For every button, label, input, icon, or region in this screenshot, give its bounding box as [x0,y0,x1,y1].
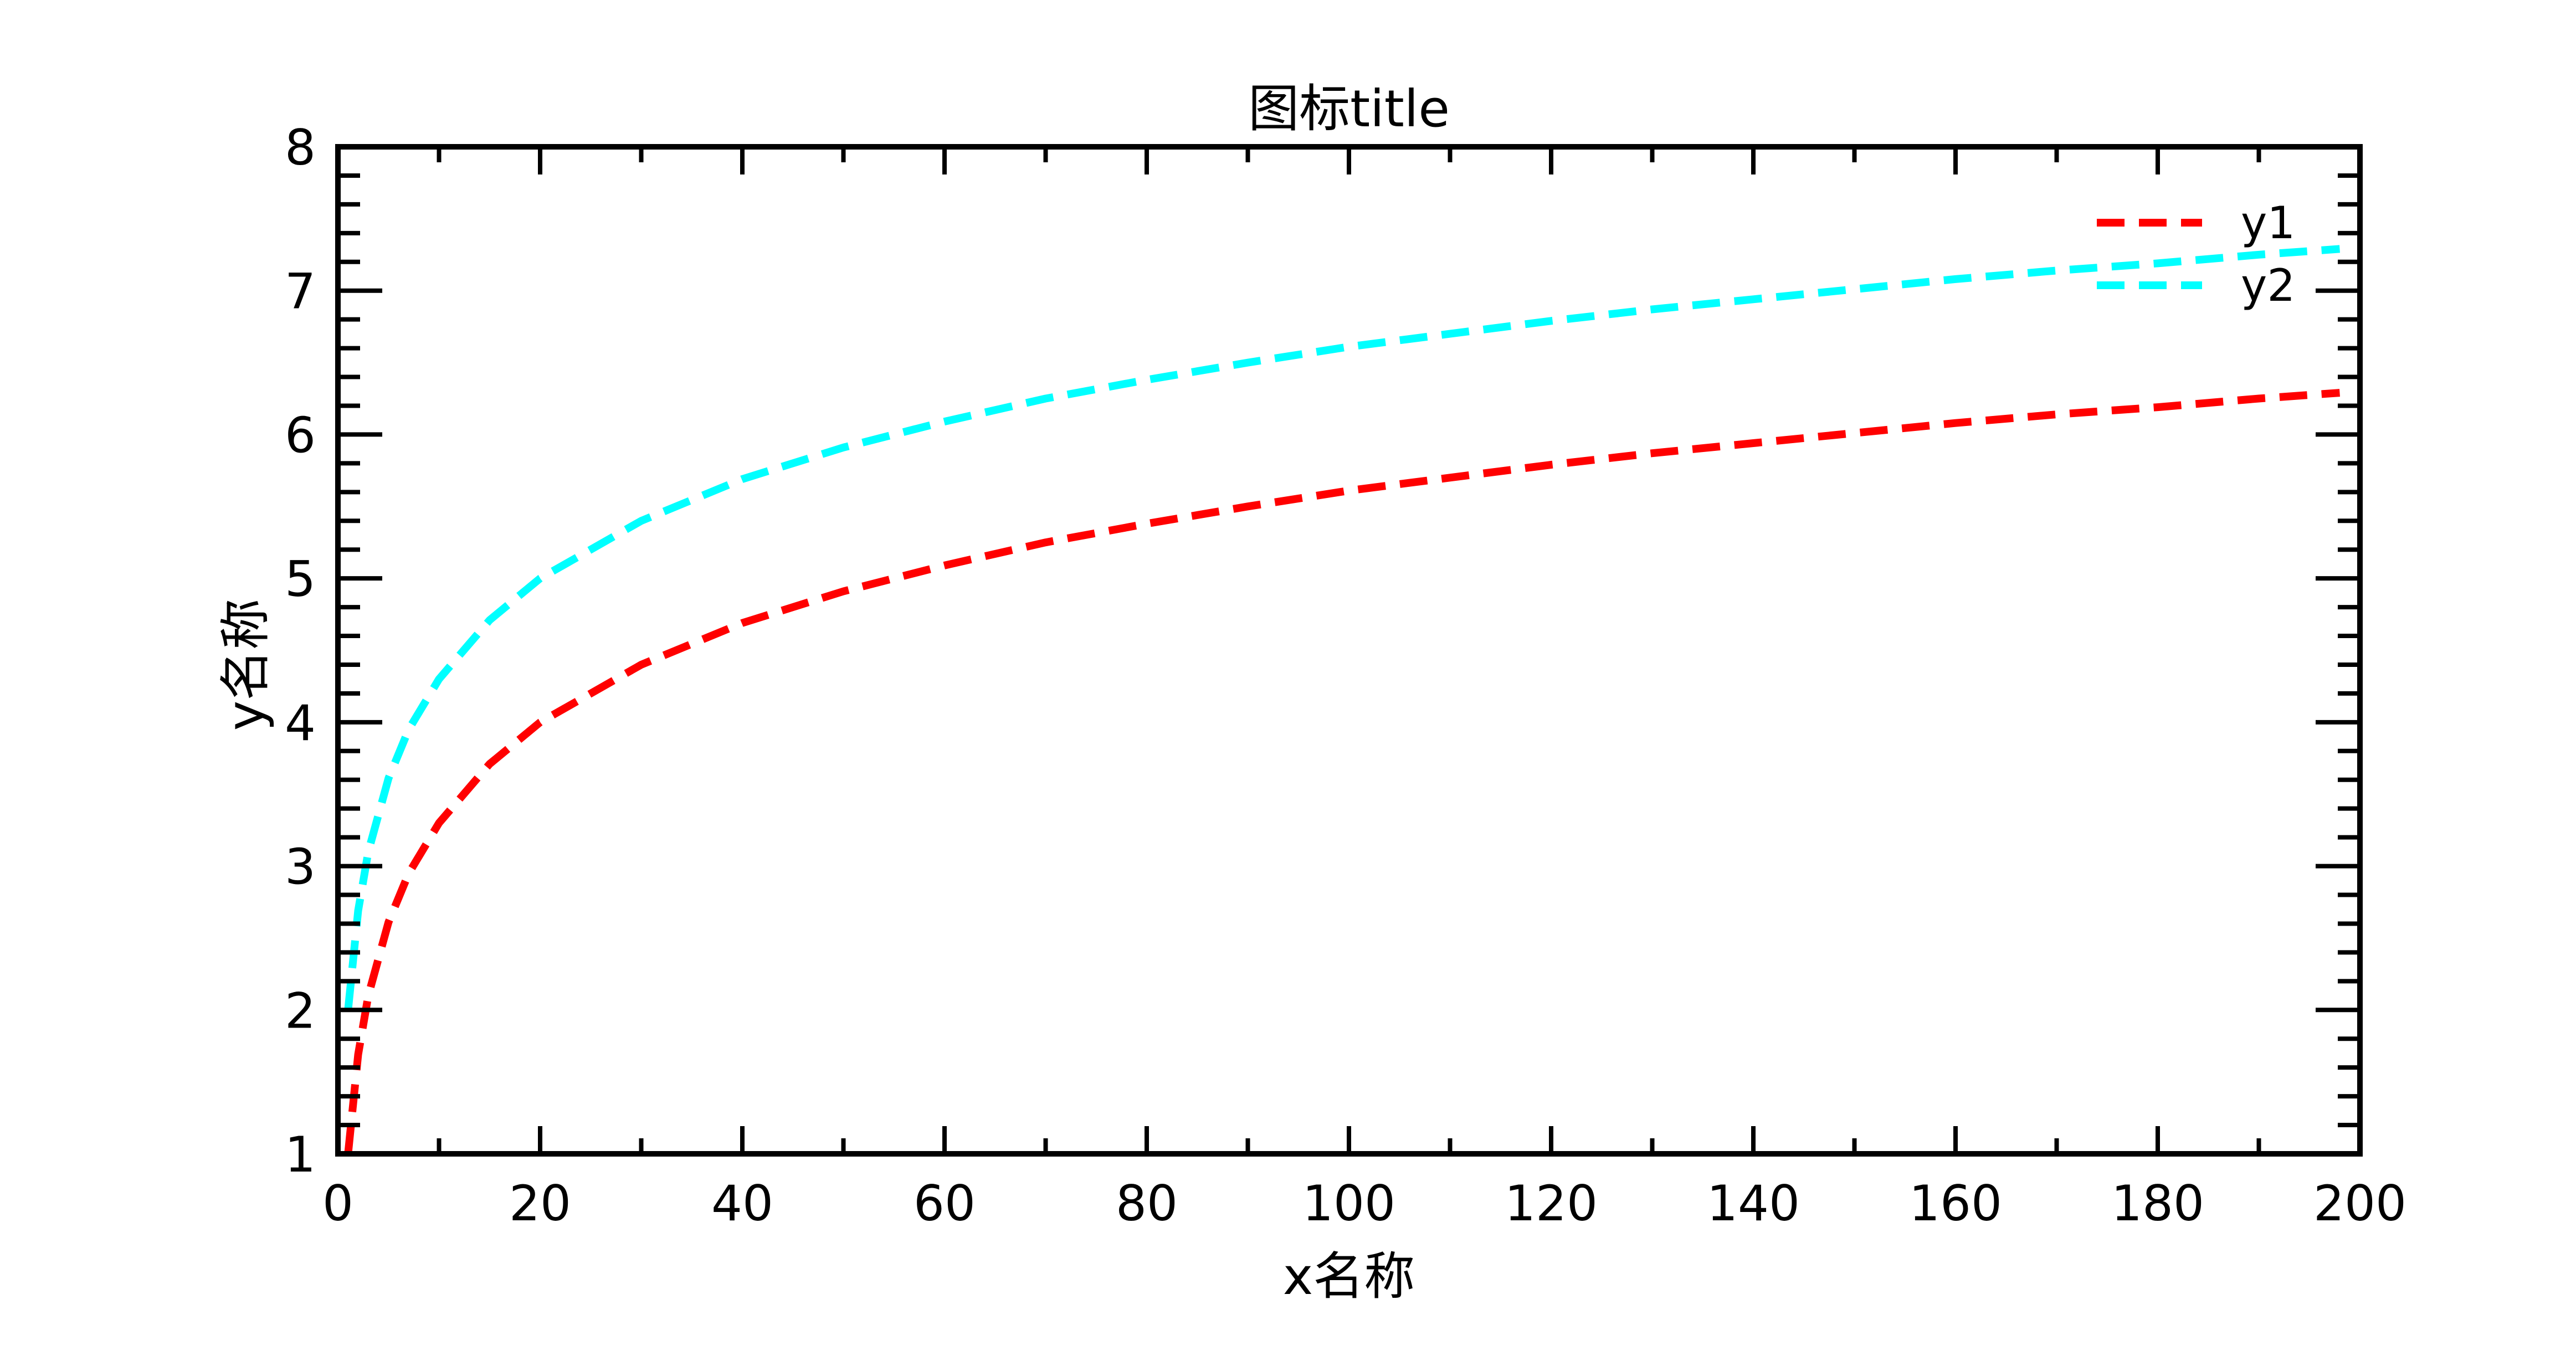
x-tick-label: 180 [2111,1175,2204,1232]
chart-title: 图标title [1248,79,1450,138]
plot-frame [335,144,2363,1157]
series-line-y1 [344,389,2340,1154]
y-tick-label: 5 [285,551,316,608]
y-tick-label: 7 [285,263,316,320]
x-tick-label: 160 [1909,1175,2002,1232]
x-tick-label: 20 [509,1175,571,1232]
x-tick-label: 80 [1116,1175,1178,1232]
legend-label-y2: y2 [2241,260,2295,311]
y-tick-label: 3 [285,839,316,896]
y-tick-label: 2 [285,982,316,1039]
legend-label-y1: y1 [2241,197,2295,249]
y-axis-title: y名称 [216,599,275,731]
x-tick-label: 120 [1505,1175,1598,1232]
x-tick-label: 140 [1707,1175,1800,1232]
y-tick-label: 8 [285,119,316,176]
x-tick-label: 60 [914,1175,976,1232]
series-line-y2 [344,245,2340,1011]
x-tick-label: 40 [711,1175,773,1232]
x-tick-label: 200 [2313,1175,2406,1232]
axes: 0 20 40 60 80 100 120 140 160 180 200 1 2 3 4 5 6 7 8 [285,119,2406,1232]
y-tick-label: 4 [285,695,316,752]
y-tick-label: 6 [285,407,316,464]
x-tick-label: 0 [322,1175,353,1232]
plot-area [344,245,2340,1154]
y-tick-label: 1 [285,1126,316,1183]
x-axis-title: x名称 [1283,1247,1415,1306]
x-tick-label: 100 [1302,1175,1395,1232]
legend: y1 y2 [2097,197,2295,311]
